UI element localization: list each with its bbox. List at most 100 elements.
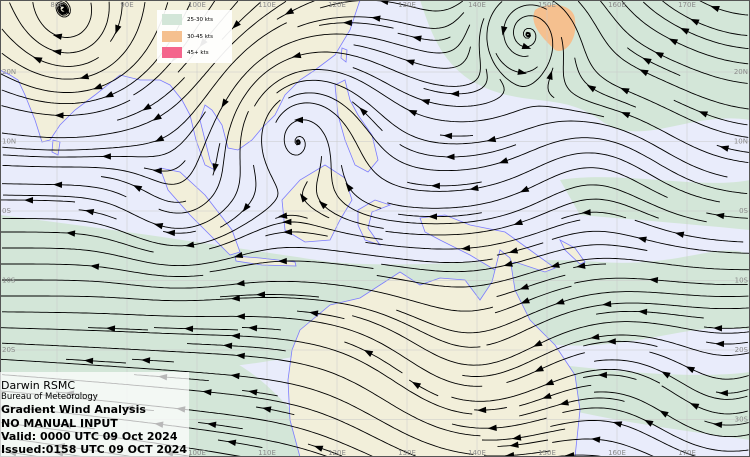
- streamline-arrowhead: [66, 230, 76, 237]
- streamline-arrowhead: [503, 260, 513, 267]
- streamline-arrowhead: [277, 257, 287, 265]
- streamline: [1, 342, 481, 437]
- streamline: [407, 181, 482, 187]
- streamline: [198, 421, 243, 430]
- streamline-arrowhead: [674, 231, 685, 238]
- streamline: [2, 311, 483, 387]
- streamline: [219, 164, 257, 228]
- streamline-arrowhead: [235, 313, 245, 320]
- streamline-arrowhead: [54, 112, 64, 119]
- streamline: [574, 277, 748, 286]
- land-new-guinea: [419, 214, 556, 273]
- streamline-arrowhead: [597, 371, 607, 379]
- graticule-label: 100E: [188, 449, 206, 457]
- streamline-arrowhead: [284, 7, 295, 15]
- streamline: [0, 231, 154, 253]
- land-australia: [287, 249, 581, 457]
- streamline-arrowhead: [342, 19, 352, 26]
- streamline: [673, 99, 748, 126]
- streamline-arrowhead: [262, 406, 272, 413]
- graticule-label: 160E: [608, 1, 626, 9]
- streamline-arrowhead: [612, 421, 623, 428]
- legend-item-30-45: 30-45 kts: [162, 31, 213, 42]
- streamline-arrowhead: [689, 403, 700, 410]
- streamline: [0, 358, 474, 455]
- streamline-arrowhead: [519, 185, 530, 193]
- graticule-label: 0S: [739, 207, 748, 215]
- streamline-arrowhead: [517, 68, 527, 75]
- streamline: [2, 279, 494, 312]
- streamline: [365, 219, 581, 250]
- streamline: [1, 99, 131, 116]
- streamline: [577, 0, 749, 110]
- streamline-arrowhead: [659, 410, 669, 418]
- streamline-arrowhead: [283, 228, 293, 236]
- streamline-arrowhead: [132, 184, 143, 192]
- streamline-arrowhead: [606, 338, 616, 345]
- streamline-arrowhead: [639, 69, 649, 77]
- streamline: [494, 285, 572, 314]
- streamline: [254, 69, 605, 123]
- shade-30-45-ne: [533, 4, 576, 51]
- streamline-arrowhead: [202, 389, 212, 396]
- streamline: [265, 231, 328, 237]
- graticule-label: 110E: [258, 1, 276, 9]
- streamline-arrowhead: [248, 324, 258, 332]
- streamline-arrowhead: [363, 349, 374, 357]
- streamline-arrowhead: [278, 212, 288, 219]
- streamline-arrowhead: [233, 251, 244, 259]
- streamline: [627, 47, 681, 77]
- streamline: [2, 24, 471, 185]
- streamline: [143, 160, 186, 172]
- streamline-arrowhead: [428, 213, 438, 220]
- graticule-label: 120E: [328, 1, 346, 9]
- graticule-label: 10N: [2, 138, 16, 146]
- streamline-arrowhead: [685, 366, 696, 374]
- streamline-arrowhead: [115, 24, 122, 35]
- streamline: [276, 0, 315, 20]
- streamline: [481, 428, 566, 441]
- streamline: [451, 417, 547, 429]
- streamline: [208, 221, 383, 250]
- streamline-arrowhead: [53, 181, 63, 188]
- streamline: [65, 358, 126, 364]
- streamline-arrowhead: [590, 333, 600, 340]
- streamline-arrowhead: [33, 56, 43, 64]
- streamline: [352, 67, 505, 107]
- streamline: [0, 199, 76, 203]
- streamline-arrowhead: [511, 434, 522, 441]
- streamline-arrowhead: [405, 59, 415, 66]
- streamline-arrowhead: [713, 421, 723, 428]
- streamline: [242, 389, 278, 397]
- shade-25-30-east-mid: [560, 177, 750, 230]
- streamline: [2, 183, 127, 198]
- graticule-label: 130E: [398, 1, 416, 9]
- streamline: [703, 326, 749, 329]
- graticule-label: 140E: [468, 1, 486, 9]
- streamline: [217, 439, 263, 449]
- streamline-arrowhead: [165, 229, 176, 237]
- streamline-arrowhead: [533, 340, 543, 347]
- streamline-arrowhead: [359, 107, 368, 116]
- streamline: [2, 99, 281, 247]
- streamline: [2, 22, 287, 151]
- streamline-arrowhead: [620, 112, 631, 119]
- graticule-label: 10N: [734, 138, 748, 146]
- streamline: [399, 144, 517, 158]
- land-java: [234, 255, 297, 267]
- streamline-arrowhead: [84, 208, 95, 216]
- streamline-arrowhead: [581, 209, 591, 216]
- graticule-label: 80E: [50, 1, 63, 9]
- streamline: [642, 1, 749, 49]
- streamline: [552, 0, 749, 138]
- streamline-arrowhead: [24, 197, 34, 204]
- graticule-label: 120E: [328, 449, 346, 457]
- streamline-arrowhead: [235, 352, 245, 360]
- streamline: [462, 334, 750, 377]
- streamline: [550, 420, 696, 457]
- streamline: [561, 211, 627, 220]
- streamline-arrowhead: [713, 325, 723, 332]
- streamline: [1, 2, 146, 80]
- streamline-arrowhead: [407, 109, 418, 117]
